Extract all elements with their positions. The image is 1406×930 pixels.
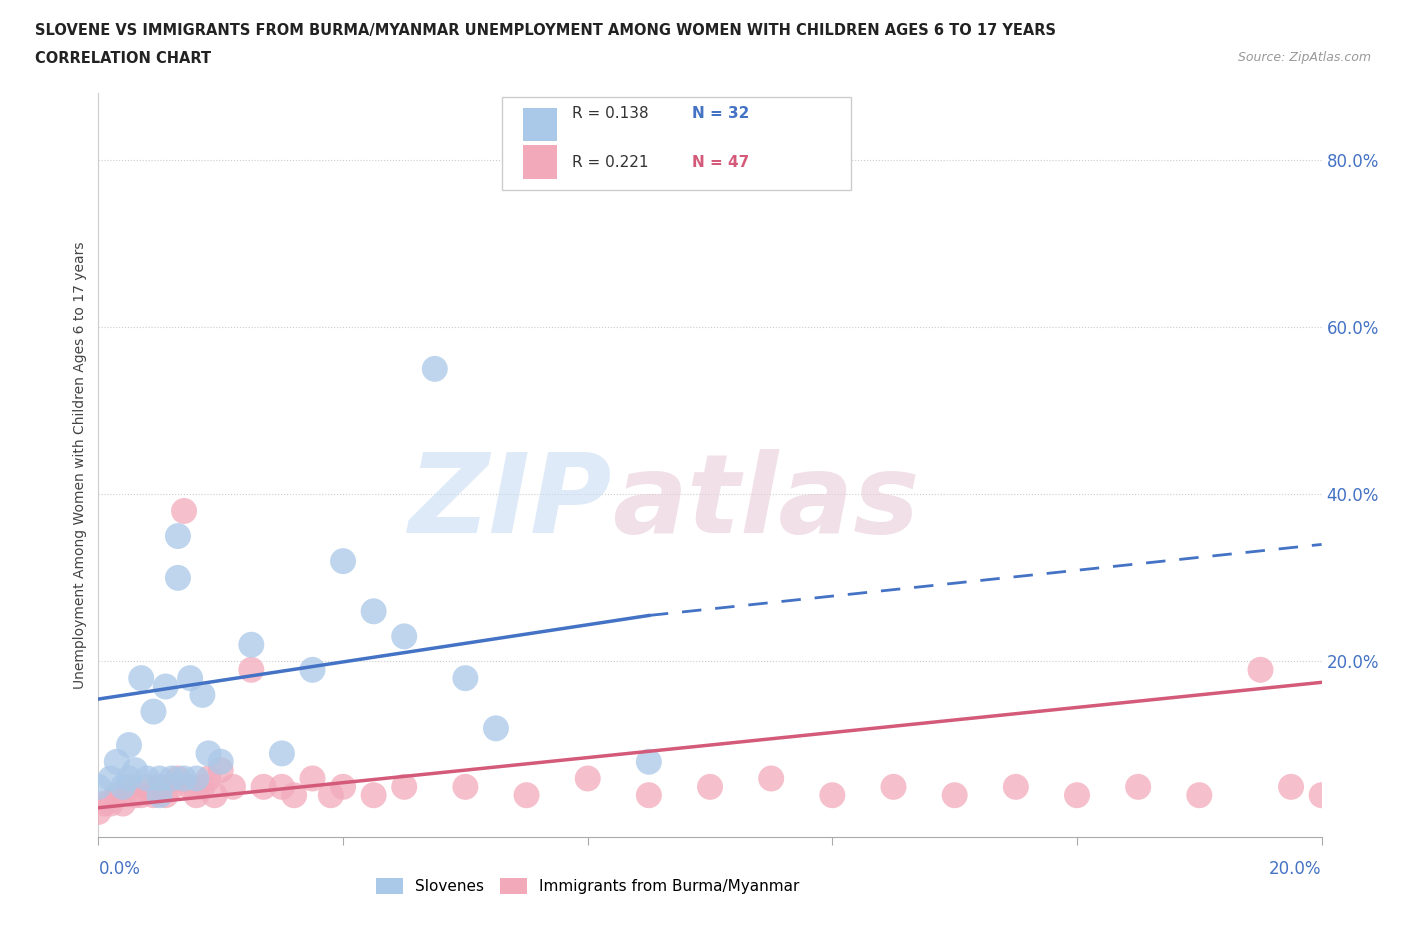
Point <box>93 796 115 811</box>
Point <box>209 754 232 769</box>
Point <box>129 788 152 803</box>
Point <box>454 779 477 794</box>
Point <box>191 687 214 702</box>
Point <box>129 671 152 685</box>
Point <box>124 788 146 803</box>
Point <box>160 779 183 794</box>
Point <box>149 771 172 786</box>
Point <box>160 771 183 786</box>
Point <box>240 662 263 677</box>
Point <box>1188 788 1211 803</box>
Point <box>105 788 128 803</box>
Text: R = 0.138: R = 0.138 <box>572 106 648 121</box>
Point <box>204 788 226 803</box>
Point <box>423 362 446 377</box>
Point <box>363 604 385 618</box>
Point <box>485 721 508 736</box>
Point <box>222 779 245 794</box>
Point <box>173 503 195 518</box>
Point <box>136 771 159 786</box>
Point <box>392 629 416 644</box>
Point <box>209 763 232 777</box>
Point <box>142 704 165 719</box>
Text: 0.0%: 0.0% <box>98 860 141 878</box>
Point <box>118 737 141 752</box>
Point <box>136 779 159 794</box>
Point <box>454 671 477 685</box>
Point <box>87 779 110 794</box>
Point <box>118 779 141 794</box>
Point <box>167 570 190 585</box>
Point <box>883 779 905 794</box>
Point <box>576 771 599 786</box>
Point <box>1279 779 1302 794</box>
Point <box>1249 662 1271 677</box>
Text: SLOVENE VS IMMIGRANTS FROM BURMA/MYANMAR UNEMPLOYMENT AMONG WOMEN WITH CHILDREN : SLOVENE VS IMMIGRANTS FROM BURMA/MYANMAR… <box>35 23 1056 38</box>
Point <box>105 754 128 769</box>
Text: Source: ZipAtlas.com: Source: ZipAtlas.com <box>1237 51 1371 64</box>
Point <box>155 679 177 694</box>
Point <box>252 779 274 794</box>
Point <box>1066 788 1088 803</box>
Point <box>332 779 354 794</box>
Point <box>301 662 323 677</box>
Point <box>637 754 661 769</box>
Point <box>943 788 966 803</box>
Point <box>186 771 208 786</box>
Point <box>270 779 292 794</box>
Text: CORRELATION CHART: CORRELATION CHART <box>35 51 211 66</box>
Point <box>179 779 201 794</box>
Point <box>516 788 538 803</box>
Point <box>100 796 122 811</box>
Point <box>191 779 214 794</box>
Text: 20.0%: 20.0% <box>1270 860 1322 878</box>
Point <box>149 788 172 803</box>
FancyBboxPatch shape <box>502 97 851 190</box>
Text: R = 0.221: R = 0.221 <box>572 154 648 169</box>
Point <box>111 796 134 811</box>
Point <box>1004 779 1026 794</box>
Text: atlas: atlas <box>612 448 920 556</box>
Bar <box>523 108 557 141</box>
Point <box>124 763 146 777</box>
Point <box>363 788 385 803</box>
Point <box>186 788 208 803</box>
Point <box>87 804 110 819</box>
Point <box>1128 779 1150 794</box>
Point <box>270 746 292 761</box>
Text: N = 32: N = 32 <box>692 106 749 121</box>
Point <box>111 779 134 794</box>
Legend: Slovenes, Immigrants from Burma/Myanmar: Slovenes, Immigrants from Burma/Myanmar <box>370 871 806 900</box>
Point <box>197 746 219 761</box>
Bar <box>523 145 557 179</box>
Point <box>637 788 661 803</box>
Point <box>118 771 141 786</box>
Point <box>179 671 201 685</box>
Point <box>197 771 219 786</box>
Point <box>167 528 190 543</box>
Point <box>1310 788 1333 803</box>
Y-axis label: Unemployment Among Women with Children Ages 6 to 17 years: Unemployment Among Women with Children A… <box>73 241 87 689</box>
Point <box>167 771 190 786</box>
Point <box>173 771 195 786</box>
Point <box>142 788 165 803</box>
Point <box>301 771 323 786</box>
Point <box>821 788 844 803</box>
Point <box>699 779 721 794</box>
Text: ZIP: ZIP <box>409 448 612 556</box>
Point <box>149 779 172 794</box>
Point <box>283 788 305 803</box>
Point <box>100 771 122 786</box>
Point <box>759 771 782 786</box>
Text: N = 47: N = 47 <box>692 154 749 169</box>
Point <box>332 553 354 568</box>
Point <box>240 637 263 652</box>
Point <box>155 788 177 803</box>
Point <box>319 788 342 803</box>
Point <box>392 779 416 794</box>
